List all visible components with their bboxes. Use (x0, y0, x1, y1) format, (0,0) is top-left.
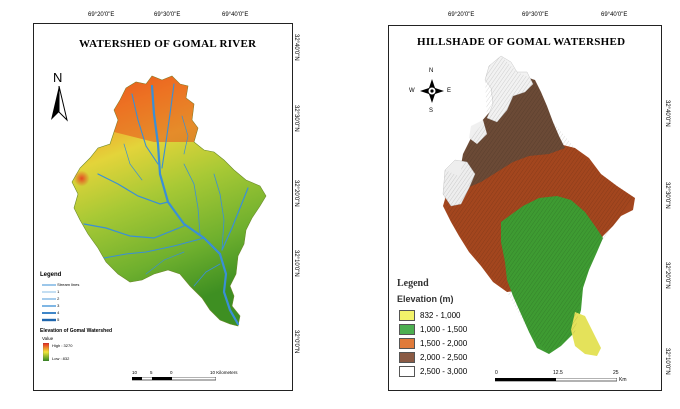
compass-w-label: W (409, 88, 415, 94)
legend-value-label: Value (42, 336, 54, 341)
right-scale-unit: Km (619, 377, 627, 383)
right-side-tick-3: 32°20'0"N (664, 262, 670, 289)
legend-order-1: 1 (42, 289, 59, 294)
legend-order-2: 2 (42, 296, 59, 301)
left-map-title: WATERSHED OF GOMAL RIVER (79, 38, 257, 50)
compass-n-label: N (429, 68, 434, 74)
right-scale-label-25: 25 (613, 370, 619, 376)
left-legend: Legend Stream lines 1 2 3 4 5 Elevation … (40, 272, 150, 372)
left-top-tick-3: 69°40'0"E (222, 12, 249, 18)
right-top-tick-3: 69°40'0"E (601, 12, 628, 18)
legend-order-2-label: 2 (57, 296, 60, 301)
legend-elevation-title: Elevation of Gomal Watershed (40, 328, 113, 334)
left-side-tick-4: 32°10'0"N (293, 250, 299, 277)
legend-swatch-2500-3000 (399, 366, 415, 377)
legend-order-3-label: 3 (57, 303, 60, 308)
legend-stream-item: Stream lines (42, 282, 79, 287)
right-side-tick-4: 32°10'0"N (664, 348, 670, 375)
legend-order-4-label: 4 (57, 310, 60, 315)
compass-e-label: E (447, 88, 452, 94)
legend-low-label: Low : 832 (52, 356, 70, 361)
left-map-panel: WATERSHED OF GOMAL RIVER N (33, 23, 293, 391)
hillshade-map (442, 55, 635, 356)
legend-item-2000-2500: 2,000 - 2,500 (399, 352, 467, 363)
left-scale-label-2: 5 (150, 370, 153, 375)
legend-swatch-2000-2500 (399, 352, 415, 363)
legend-stream-label: Stream lines (57, 282, 80, 287)
right-side-tick-2: 32°30'0"N (664, 182, 670, 209)
right-top-tick-2: 69°30'0"E (522, 12, 549, 18)
legend-label-1500-2000: 1,500 - 2,000 (420, 339, 468, 348)
legend-high-label: High : 3270 (52, 343, 73, 348)
left-scale-label-4: 10 Kilometers (210, 370, 238, 375)
right-map-title: HILLSHADE OF GOMAL WATERSHED (417, 36, 626, 48)
legend-item-832-1000: 832 - 1,000 (399, 310, 460, 321)
right-legend-subtitle: Elevation (m) (397, 294, 454, 304)
legend-order-5-label: 5 (57, 317, 60, 322)
legend-order-5: 5 (42, 317, 59, 322)
left-scale-label-3: 0 (170, 370, 173, 375)
left-scale-bar: 10 5 0 10 Kilometers (132, 370, 252, 384)
right-side-tick-1: 32°40'0"N (664, 100, 670, 127)
legend-item-1500-2000: 1,500 - 2,000 (399, 338, 467, 349)
stream-lines (83, 83, 249, 326)
north-label: N (53, 70, 63, 85)
right-top-tick-1: 69°20'0"E (448, 12, 475, 18)
north-arrow-icon: N (48, 70, 70, 122)
left-side-tick-1: 32°40'0"N (293, 34, 299, 61)
right-map-panel: HILLSHADE OF GOMAL WATERSHED N S W E (388, 25, 662, 391)
zone-832-1000 (571, 312, 601, 356)
right-legend: Legend Elevation (m) 832 - 1,000 1,000 -… (389, 272, 539, 384)
left-side-tick-3: 32°20'0"N (293, 180, 299, 207)
legend-label-1000-1500: 1,000 - 1,500 (420, 325, 468, 334)
left-side-tick-5: 32°0'0"N (293, 330, 299, 354)
left-side-tick-2: 32°30'0"N (293, 105, 299, 132)
left-top-tick-1: 69°20'0"E (88, 12, 115, 18)
legend-swatch-1000-1500 (399, 324, 415, 335)
legend-label-832-1000: 832 - 1,000 (420, 311, 461, 320)
right-scale-label-12: 12.5 (553, 370, 563, 376)
legend-swatch-832-1000 (399, 310, 415, 321)
watershed-elevation-map (71, 75, 267, 327)
legend-label-2500-3000: 2,500 - 3,000 (420, 367, 468, 376)
legend-elevation-ramp (43, 343, 49, 361)
legend-swatch-1500-2000 (399, 338, 415, 349)
legend-label-2000-2500: 2,000 - 2,500 (420, 353, 468, 362)
left-top-tick-2: 69°30'0"E (154, 12, 181, 18)
legend-order-1-label: 1 (57, 289, 60, 294)
right-legend-title: Legend (397, 278, 429, 289)
right-scale-bar: 0 12.5 25 Km (495, 370, 635, 384)
left-legend-title: Legend (40, 272, 62, 278)
legend-order-4: 4 (42, 310, 59, 315)
legend-item-1000-1500: 1,000 - 1,500 (399, 324, 467, 335)
compass-rose-icon: N S W E (409, 68, 457, 116)
legend-order-3: 3 (42, 303, 59, 308)
compass-s-label: S (429, 108, 434, 114)
legend-item-2500-3000: 2,500 - 3,000 (399, 366, 467, 377)
right-scale-label-0: 0 (495, 370, 498, 376)
left-scale-label-1: 10 (132, 370, 138, 375)
